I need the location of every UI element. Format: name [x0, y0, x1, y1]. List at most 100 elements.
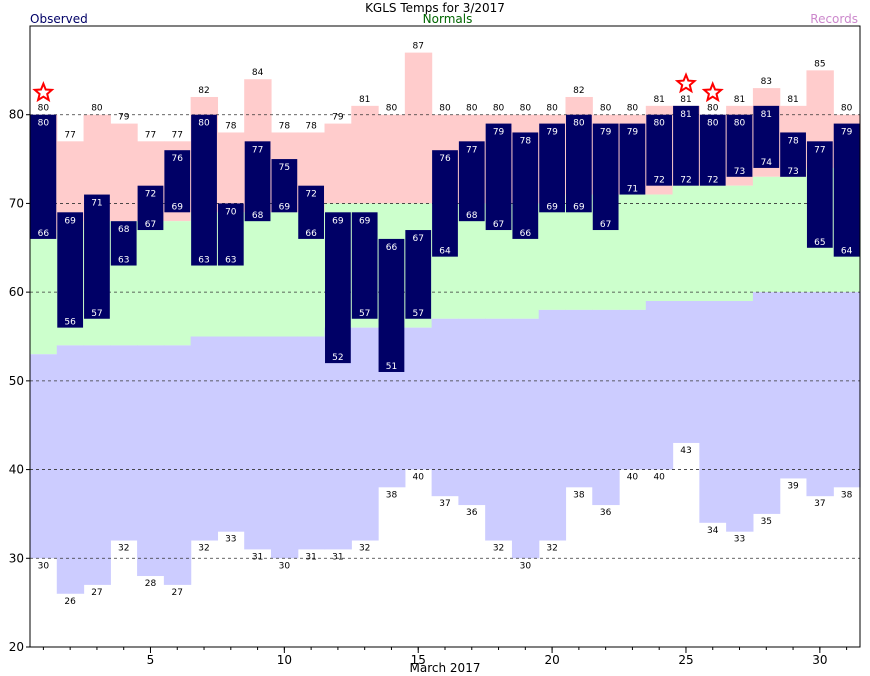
record-low-label: 37	[439, 499, 450, 509]
observed-low-label: 52	[332, 353, 343, 363]
y-tick-label: 70	[9, 196, 24, 210]
observed-bar	[378, 238, 405, 372]
record-low-band	[324, 327, 352, 550]
observed-low-label: 69	[573, 202, 585, 212]
observed-low-label: 66	[520, 229, 532, 239]
record-low-band	[806, 292, 834, 497]
observed-low-label: 63	[118, 256, 129, 266]
record-low-label: 36	[466, 508, 478, 518]
record-low-band	[538, 309, 567, 541]
observed-bar	[217, 203, 244, 266]
observed-high-label: 79	[600, 128, 612, 138]
record-low-label: 33	[225, 535, 236, 545]
y-tick-label: 20	[9, 640, 24, 654]
observed-bar	[137, 185, 164, 231]
normal-band	[752, 176, 781, 293]
observed-low-label: 66	[38, 229, 50, 239]
record-low-band	[752, 292, 781, 514]
x-axis-label: March 2017	[409, 661, 481, 675]
record-star-icon	[674, 72, 697, 94]
record-high-label: 81	[359, 95, 370, 105]
legend-normals: Normals	[422, 12, 473, 26]
observed-bar	[485, 123, 512, 231]
observed-low-label: 68	[252, 211, 264, 221]
observed-high-label: 79	[841, 128, 853, 138]
record-low-label: 28	[145, 579, 157, 589]
observed-high-label: 77	[252, 145, 263, 155]
normal-band	[458, 203, 486, 319]
observed-low-label: 57	[91, 309, 102, 319]
observed-bar	[753, 105, 780, 168]
observed-high-label: 77	[814, 145, 825, 155]
legend-observed: Observed	[30, 12, 88, 26]
observed-bar	[539, 123, 565, 213]
record-low-band	[565, 309, 593, 488]
record-high-label: 81	[653, 95, 664, 105]
normal-band	[565, 194, 593, 310]
record-high-label: 79	[118, 113, 130, 123]
record-high-label: 80	[546, 104, 558, 114]
chart-title: KGLS Temps for 3/2017	[365, 1, 505, 15]
record-low-label: 31	[305, 552, 316, 562]
observed-high-label: 76	[439, 154, 451, 164]
normal-band	[619, 194, 647, 310]
observed-bar	[298, 185, 325, 239]
y-tick-label: 50	[9, 374, 24, 388]
record-high-band	[378, 114, 406, 204]
y-tick-label: 60	[9, 285, 24, 299]
record-high-label: 80	[38, 104, 50, 114]
record-low-band	[779, 292, 808, 479]
observed-low-label: 67	[145, 220, 156, 230]
observed-high-label: 69	[64, 216, 76, 226]
record-low-label: 38	[573, 490, 585, 500]
observed-low-label: 73	[787, 167, 798, 177]
record-low-label: 30	[279, 561, 291, 571]
observed-bar	[351, 212, 378, 319]
record-star-icon	[32, 81, 55, 103]
observed-bar	[512, 132, 539, 239]
observed-bar	[699, 114, 726, 186]
record-high-band	[324, 123, 352, 204]
record-high-band	[351, 105, 379, 204]
record-low-label: 31	[252, 552, 263, 562]
record-high-label: 81	[680, 95, 691, 105]
record-high-label: 80	[493, 104, 505, 114]
observed-bar	[726, 114, 753, 177]
observed-bar	[164, 150, 191, 213]
observed-high-label: 68	[118, 225, 130, 235]
observed-low-label: 68	[466, 211, 478, 221]
observed-low-label: 57	[412, 309, 423, 319]
observed-low-label: 69	[279, 202, 291, 212]
record-low-label: 27	[172, 588, 183, 598]
record-low-label: 32	[493, 544, 504, 554]
record-high-label: 80	[439, 104, 451, 114]
observed-low-label: 63	[225, 256, 236, 266]
record-low-band	[485, 318, 513, 541]
record-low-label: 32	[359, 544, 370, 554]
normal-band	[244, 212, 272, 337]
observed-low-label: 69	[546, 202, 558, 212]
record-low-band	[833, 292, 861, 488]
record-low-band	[404, 327, 433, 470]
observed-bar	[432, 150, 458, 257]
record-low-label: 40	[412, 473, 424, 483]
observed-high-label: 81	[761, 110, 772, 120]
record-high-label: 81	[787, 95, 798, 105]
observed-high-label: 75	[279, 163, 290, 173]
record-low-label: 33	[734, 535, 745, 545]
observed-bar	[780, 132, 806, 177]
normal-band	[726, 185, 754, 302]
observed-low-label: 69	[172, 202, 184, 212]
normal-band	[538, 203, 567, 310]
record-low-band	[645, 301, 674, 470]
record-high-label: 83	[761, 77, 772, 87]
record-low-band	[137, 345, 165, 577]
record-low-label: 30	[520, 561, 532, 571]
record-star-icon	[701, 81, 724, 103]
record-high-label: 78	[279, 121, 291, 131]
observed-bar	[646, 114, 673, 186]
record-high-label: 78	[225, 121, 237, 131]
record-high-label: 85	[814, 59, 825, 69]
record-high-label: 80	[386, 104, 398, 114]
observed-high-label: 72	[145, 190, 156, 200]
